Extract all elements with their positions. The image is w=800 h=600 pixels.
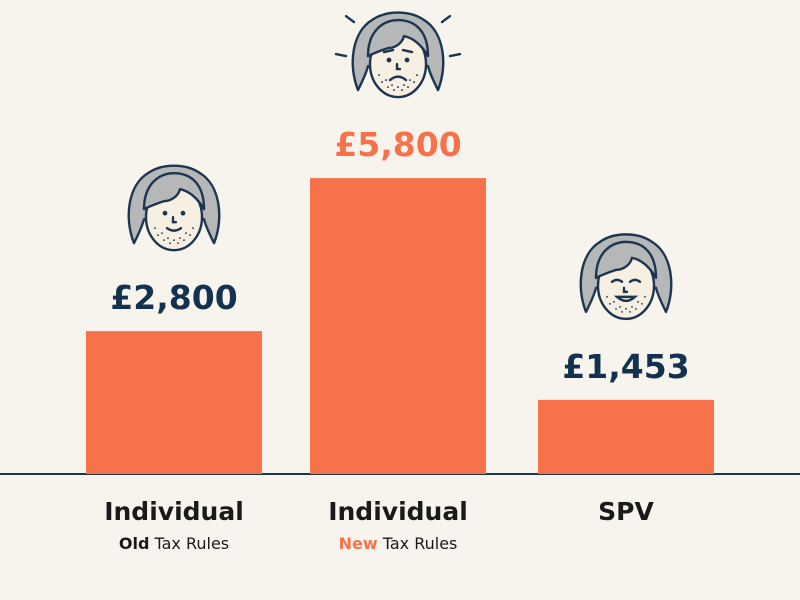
category-label-1: Individual [104, 497, 244, 526]
subtitle-emphasis-2: New [339, 534, 378, 553]
value-label-1: £2,800 [110, 278, 237, 317]
bar-1 [86, 331, 262, 474]
category-label-2: Individual [328, 497, 468, 526]
worried-face-icon [334, 11, 462, 99]
subtitle-text-2: Tax Rules [378, 534, 458, 553]
bar-3 [538, 399, 714, 474]
smile-face-icon [127, 164, 221, 252]
subtitle-text-1: Tax Rules [149, 534, 229, 553]
bar-2 [310, 178, 486, 474]
subtitle-2: New Tax Rules [339, 534, 458, 553]
value-label-2: £5,800 [334, 125, 461, 164]
subtitle-emphasis-1: Old [119, 534, 150, 553]
value-label-3: £1,453 [562, 347, 689, 386]
category-label-3: SPV [598, 497, 654, 526]
laughing-face-icon [579, 233, 673, 321]
subtitle-1: Old Tax Rules [119, 534, 229, 553]
